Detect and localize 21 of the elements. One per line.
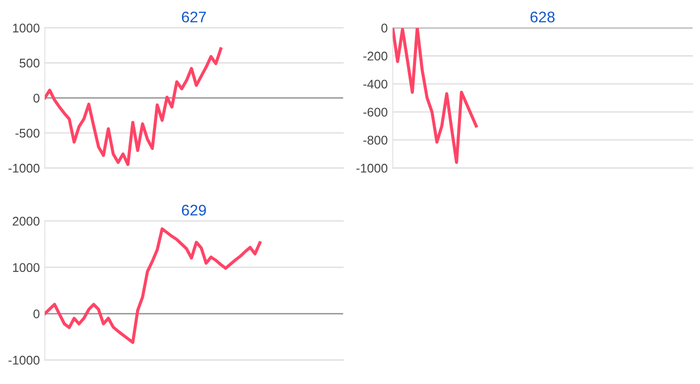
y-tick-label: -200 xyxy=(363,52,388,61)
y-tick-label: -800 xyxy=(363,136,388,145)
line-series xyxy=(44,227,262,344)
y-tick-label: 0 xyxy=(381,24,388,32)
y-tick-label: -1000 xyxy=(8,356,40,365)
y-tick-label: 0 xyxy=(33,309,40,318)
y-tick-label: -1000 xyxy=(8,164,40,173)
y-tick-label: 1000 xyxy=(13,24,40,32)
chart-title: 628 xyxy=(530,12,555,22)
y-tick-label: 500 xyxy=(20,58,40,68)
y-tick-label: 1000 xyxy=(13,263,40,272)
y-tick-label: 0 xyxy=(33,94,40,103)
y-tick-label: 2000 xyxy=(12,216,40,226)
chart-title: 629 xyxy=(182,204,206,216)
y-tick-label: -1000 xyxy=(356,164,388,173)
y-tick-label: -500 xyxy=(15,128,40,138)
chart-title: 627 xyxy=(182,12,206,22)
line-series xyxy=(392,28,478,164)
line-series xyxy=(44,47,222,166)
y-tick-label: -400 xyxy=(363,80,388,89)
y-tick-label: -600 xyxy=(363,108,388,117)
